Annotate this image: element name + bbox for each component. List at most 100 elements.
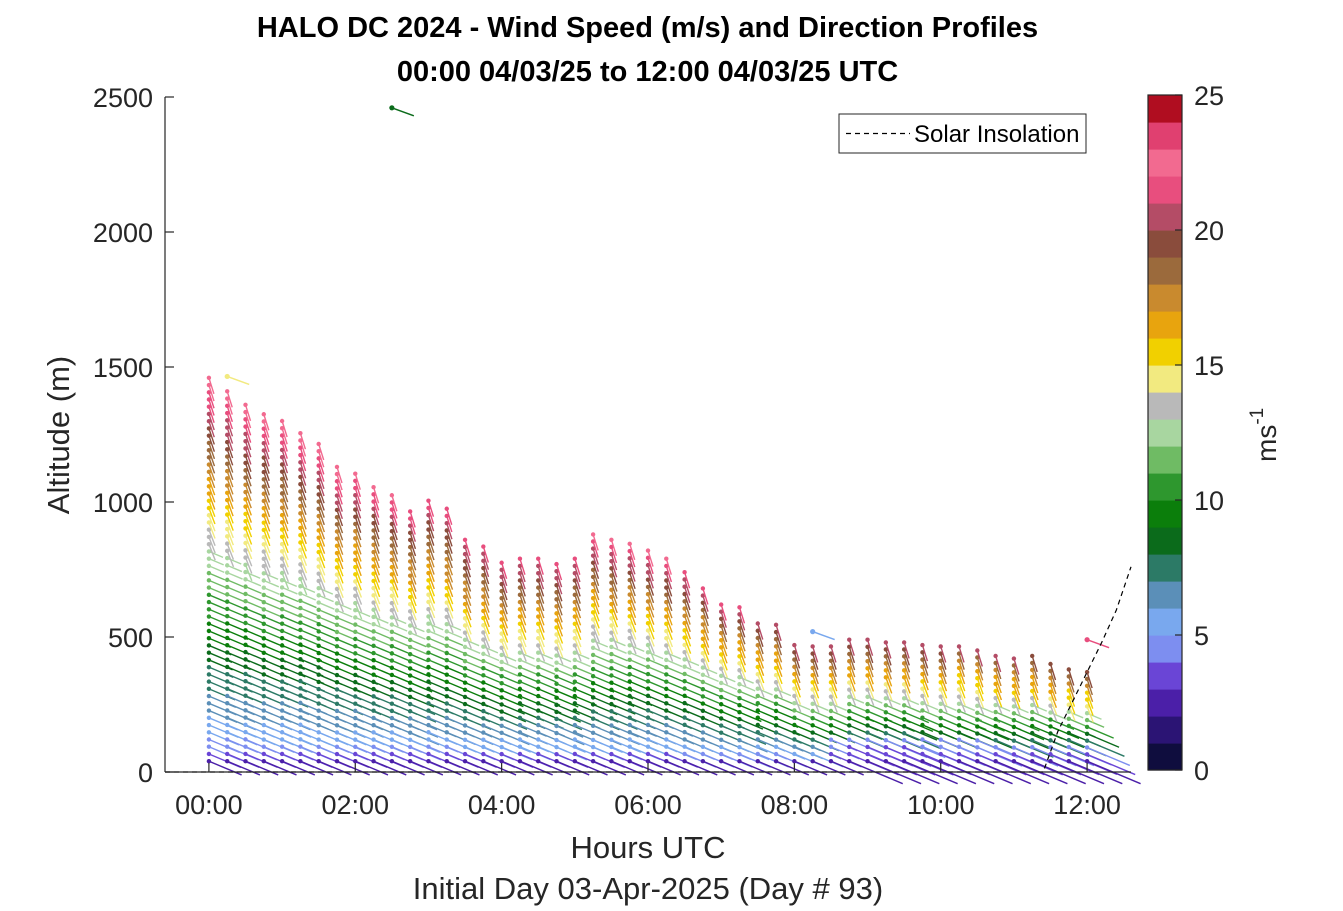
wind-barb-line: [647, 630, 655, 647]
wind-barb-point: [645, 722, 651, 728]
wind-barb-line: [244, 448, 252, 465]
wind-barb-line: [757, 645, 764, 662]
wind-barb-line: [794, 709, 813, 719]
wind-barb-point: [243, 548, 248, 553]
wind-barb-point: [389, 759, 395, 764]
wind-barb-point: [590, 624, 596, 629]
wind-barb-point: [334, 479, 340, 484]
wind-barb-point: [554, 681, 559, 686]
wind-barb-point: [627, 737, 632, 742]
wind-barb-line: [611, 667, 631, 677]
wind-barb-line: [244, 542, 253, 560]
wind-barb-point: [279, 462, 285, 467]
wind-barb-line: [391, 652, 412, 662]
wind-barb-point: [407, 644, 413, 650]
wind-barb-point: [920, 679, 925, 684]
wind-barb-point: [847, 716, 852, 721]
wind-barb-point: [865, 658, 870, 664]
wind-barb-point: [700, 730, 706, 735]
wind-barb-point: [590, 532, 596, 537]
wind-barb-point: [554, 723, 559, 729]
wind-barb-line: [318, 573, 326, 590]
wind-barb-point: [261, 534, 266, 540]
chart-title: HALO DC 2024 - Wind Speed (m/s) and Dire…: [256, 12, 1039, 44]
wind-barb-point: [609, 630, 614, 635]
wind-barb-point: [389, 507, 395, 512]
wind-barb-point: [792, 751, 797, 757]
wind-barb-line: [903, 670, 911, 687]
wind-barb-line: [592, 597, 600, 615]
wind-barb-point: [1030, 695, 1035, 701]
wind-barb-point: [316, 463, 321, 468]
wind-profile: [225, 389, 261, 776]
wind-barb-line: [354, 588, 363, 605]
wind-barb-point: [243, 511, 248, 517]
wind-barb-line: [592, 548, 599, 565]
wind-barb-line: [482, 632, 491, 649]
wind-barb-point: [225, 476, 230, 481]
wind-barb-point: [517, 686, 523, 692]
wind-barb-point: [444, 607, 449, 612]
wind-barb-point: [298, 569, 303, 574]
wind-barb-line: [885, 704, 903, 713]
wind-barb-point: [499, 560, 504, 565]
wind-barb-line: [281, 500, 289, 517]
wind-barb-line: [1086, 733, 1120, 748]
wind-barb-point: [261, 477, 266, 482]
wind-barb-point: [261, 448, 266, 453]
wind-barb-point: [627, 657, 632, 662]
wind-barb-point: [261, 672, 266, 677]
wind-barb-line: [574, 594, 582, 612]
wind-barb-point: [371, 593, 376, 598]
wind-barb-point: [389, 557, 395, 563]
wind-barb-point: [298, 474, 303, 480]
wind-barb-line: [702, 602, 709, 620]
wind-barb-point: [737, 612, 742, 617]
wind-barb-point: [499, 759, 504, 764]
wind-barb-line: [409, 554, 417, 571]
wind-barb-point: [572, 650, 578, 655]
wind-barb-line: [848, 660, 856, 678]
wind-barb-point: [371, 521, 376, 526]
wind-barb-line: [391, 566, 399, 584]
wind-barb-point: [664, 686, 669, 692]
wind-barb-point: [517, 556, 523, 561]
wind-barb-point: [261, 549, 266, 554]
wind-barb-line: [683, 571, 691, 589]
wind-barb-point: [554, 730, 559, 736]
wind-barb-point: [883, 647, 889, 652]
wind-barb-point: [828, 708, 834, 714]
wind-barb-point: [664, 737, 669, 742]
wind-barb-point: [298, 729, 303, 735]
wind-barb-point: [883, 724, 889, 729]
wind-barb-line: [921, 673, 929, 691]
wind-barb-point: [1084, 669, 1090, 675]
wind-barb-line: [592, 619, 600, 636]
colorbar-tick-label: 5: [1194, 621, 1209, 651]
wind-barb-line: [647, 593, 655, 611]
wind-barb-line: [244, 470, 252, 487]
wind-barb-line: [372, 501, 380, 518]
wind-barb-line: [281, 601, 300, 610]
wind-barb-line: [263, 572, 279, 580]
wind-barb-point: [572, 607, 578, 612]
wind-barb-line: [299, 549, 308, 567]
wind-barb-line: [684, 666, 701, 674]
wind-barb-point: [298, 635, 303, 640]
wind-barb-line: [866, 682, 875, 699]
wind-barb-line: [1013, 672, 1020, 689]
wind-barb-line: [446, 760, 480, 776]
wind-barb-point: [371, 564, 376, 569]
wind-barb-point: [444, 643, 449, 648]
wind-barb-line: [629, 594, 637, 611]
wind-barb-point: [828, 744, 834, 750]
wind-barb-line: [1050, 718, 1075, 731]
wind-barb-point: [627, 650, 632, 655]
wind-barb-line: [757, 695, 775, 704]
wind-barb-line: [354, 530, 362, 548]
wind-barb-point: [481, 651, 486, 657]
wind-barb-line: [592, 718, 620, 731]
wind-barb-point: [371, 499, 376, 504]
wind-barb-line: [428, 644, 447, 654]
wind-barb-line: [336, 509, 344, 527]
